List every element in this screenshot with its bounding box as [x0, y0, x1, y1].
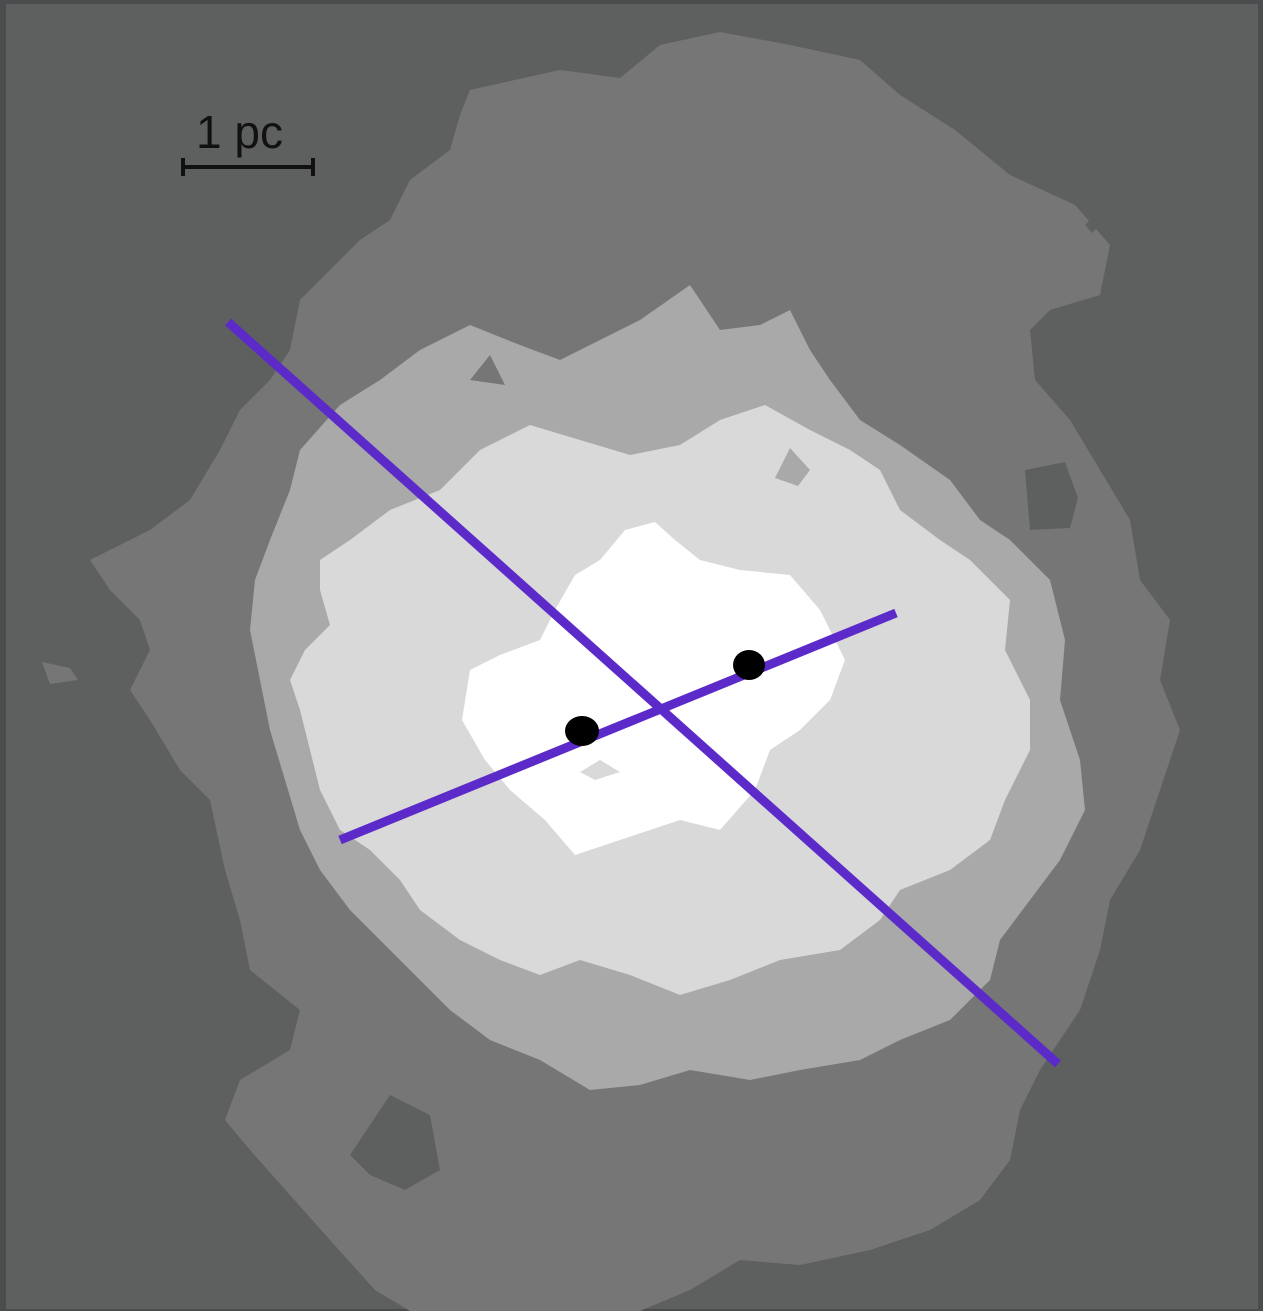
contour-island [1085, 183, 1135, 233]
contour-island [775, 448, 810, 486]
major-axis-line [225, 318, 1061, 1068]
contour-island [1025, 462, 1078, 530]
contour-island [580, 760, 620, 780]
contour-island [470, 355, 505, 385]
minor-axis-line [338, 608, 898, 845]
point-source-right [733, 650, 765, 680]
contour-island [42, 662, 78, 684]
contour-island [350, 1095, 440, 1190]
point-source-left [565, 716, 599, 746]
scale-bar: 1 pc [181, 106, 315, 176]
contour-level-4-peak [462, 522, 845, 855]
scale-bar-label: 1 pc [196, 106, 283, 158]
